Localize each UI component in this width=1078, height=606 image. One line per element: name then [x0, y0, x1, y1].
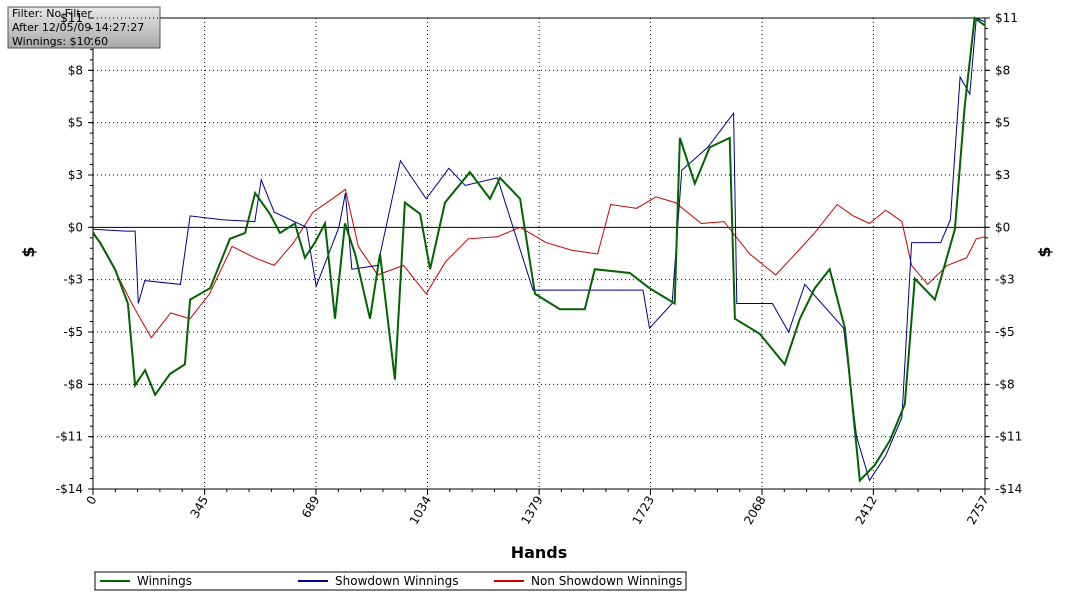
info-line: After 12/05/09 14:27:27 [12, 21, 144, 34]
y-tick-label: -$5 [63, 325, 83, 339]
legend-label: Showdown Winnings [335, 574, 459, 588]
x-tick-label: 2412 [853, 494, 880, 527]
y2-tick-label: $5 [995, 116, 1010, 130]
y-tick-label: -$14 [56, 482, 83, 496]
y2-tick-label: -$3 [995, 273, 1015, 287]
legend-label: Winnings [137, 574, 192, 588]
x-tick-label: 1723 [630, 494, 657, 527]
x-axis-label: Hands [511, 543, 568, 562]
y-tick-label: $8 [68, 63, 83, 77]
x-tick-label: 1379 [518, 494, 545, 527]
x-tick-label: 0 [84, 494, 100, 508]
y2-tick-label: -$14 [995, 482, 1022, 496]
info-box: Filter: No Filter After 12/05/09 14:27:2… [7, 6, 161, 49]
y-tick-label: $0 [68, 220, 83, 234]
info-line: Filter: No Filter [12, 7, 92, 20]
legend-frame [94, 571, 687, 591]
y2-tick-label: -$11 [995, 430, 1022, 444]
y-tick-label: -$11 [56, 430, 83, 444]
y-tick-label: -$8 [63, 377, 83, 391]
y2-tick-label: $3 [995, 168, 1010, 182]
x-tick-label: 345 [188, 494, 212, 521]
y-tick-label: $5 [68, 116, 83, 130]
y2-tick-label: $8 [995, 63, 1010, 77]
x-tick-label: 1034 [407, 494, 434, 527]
y-tick-label: -$3 [63, 273, 83, 287]
y2-tick-label: -$8 [995, 377, 1015, 391]
legend-label: Non Showdown Winnings [531, 574, 682, 588]
info-line: Winnings: $10.60 [12, 35, 108, 48]
y-tick-label: $11 [60, 11, 83, 25]
info-background [7, 6, 161, 49]
y2-tick-label: -$5 [995, 325, 1015, 339]
series-line [92, 188, 986, 339]
x-tick-label: 2068 [741, 494, 768, 527]
y-axis-label: $ [19, 246, 38, 257]
series-line [92, 16, 986, 483]
y2-tick-label: $11 [995, 11, 1018, 25]
y2-axis-label: $ [1035, 246, 1054, 257]
series-line [92, 17, 986, 482]
x-tick-label: 689 [299, 494, 323, 521]
x-tick-label: 2757 [964, 494, 991, 527]
y-tick-label: $3 [68, 168, 83, 182]
y2-tick-label: $0 [995, 220, 1010, 234]
